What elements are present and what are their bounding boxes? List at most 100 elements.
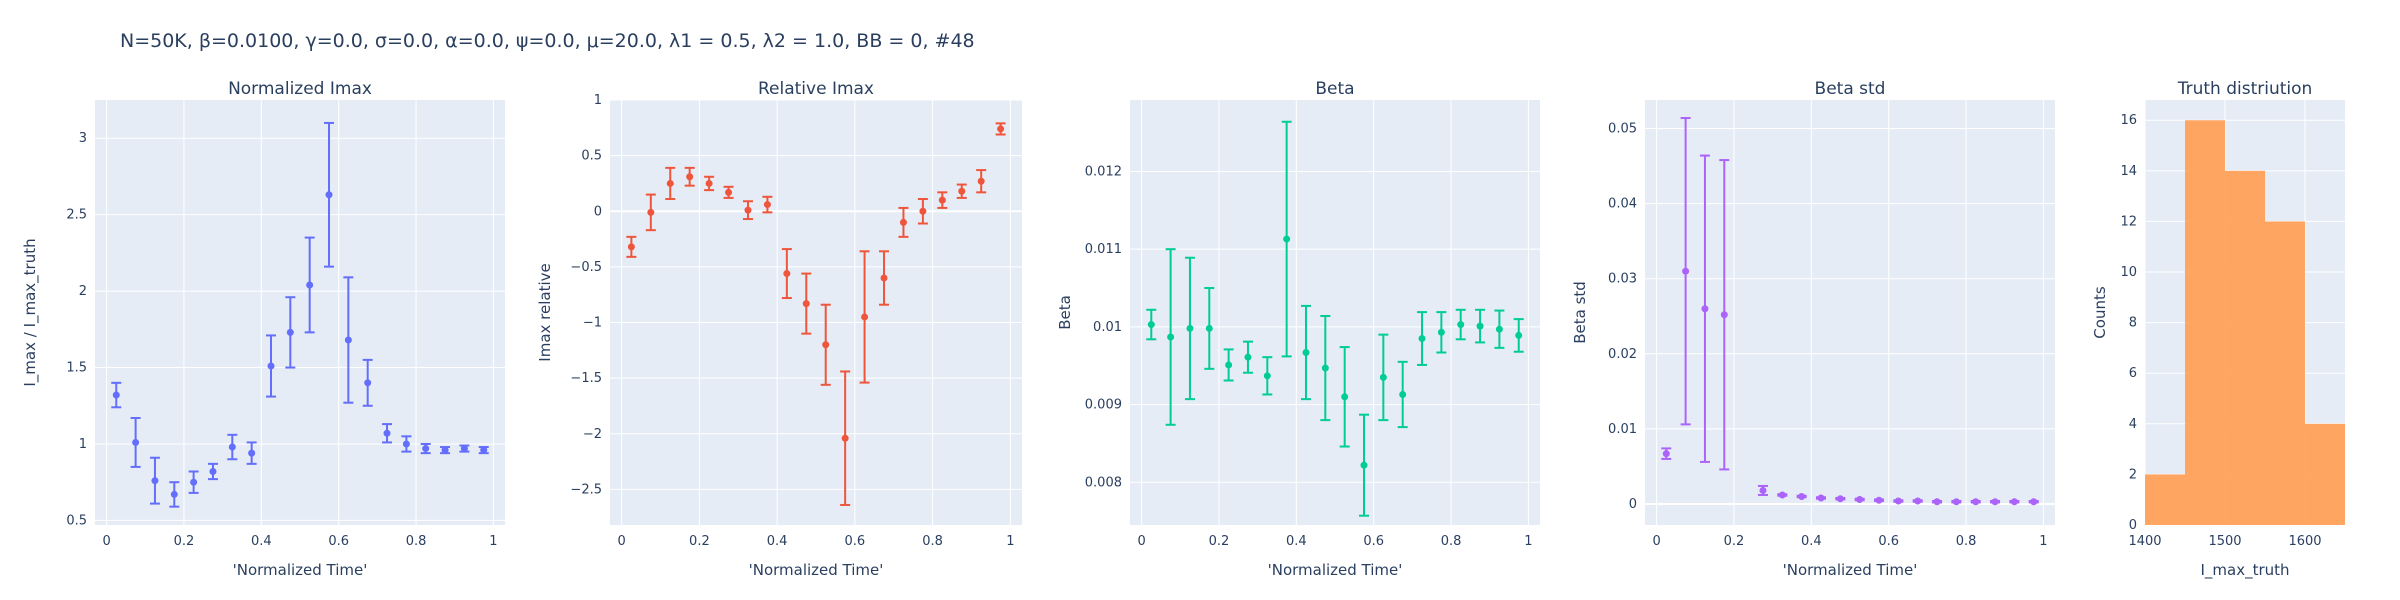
data-point (480, 446, 488, 454)
y-axis-label: Beta (1056, 295, 1074, 330)
data-point (763, 201, 771, 209)
data-point (1991, 498, 1999, 506)
y-axis-label: Counts (2091, 286, 2109, 339)
data-point (364, 379, 372, 387)
x-axis-label: 'Normalized Time' (233, 561, 368, 579)
y-tick-label: 0.05 (1608, 122, 1637, 137)
panel-title: Truth distriution (2177, 79, 2313, 99)
x-tick-label: 0.2 (1724, 534, 1745, 549)
y-tick-label: 1.5 (66, 361, 87, 376)
y-tick-label: 4 (2129, 417, 2137, 432)
x-tick-label: 0.4 (1286, 534, 1307, 549)
data-point (112, 391, 120, 399)
chart-panel-2: −2.5 −2 −1.5 −1 −0.5 0 0.5 1 0 0.2 0.4 0.6 0.8 1 Relat… (536, 79, 1022, 579)
y-tick-label: 0.009 (1085, 398, 1122, 413)
x-tick-label: 0 (618, 534, 626, 549)
y-tick-label: 0.04 (1608, 197, 1637, 212)
data-point (267, 362, 275, 370)
plot-area (95, 100, 505, 525)
y-axis-label: Beta std (1571, 281, 1589, 344)
data-point (802, 300, 810, 308)
data-point (2030, 498, 2038, 506)
x-tick-label: 1 (1006, 534, 1014, 549)
plot-area (1130, 100, 1540, 525)
data-point (383, 429, 391, 437)
data-point (132, 438, 140, 446)
x-tick-label: 1500 (2208, 534, 2241, 549)
x-tick-label: 0 (1652, 534, 1660, 549)
histogram-bar (2185, 120, 2225, 525)
data-point (441, 446, 449, 454)
data-point (647, 208, 655, 216)
data-point (1701, 305, 1709, 313)
data-point (460, 445, 468, 453)
y-axis-label: I_max / I_max_truth (21, 238, 40, 386)
data-point (1321, 364, 1329, 372)
x-axis-label: 'Normalized Time' (1783, 561, 1918, 579)
data-point (627, 243, 635, 251)
y-axis-label: Imax relative (536, 263, 554, 361)
data-point (919, 207, 927, 215)
y-tick-label: 0.012 (1085, 164, 1122, 179)
y-tick-label: 0 (1629, 497, 1637, 512)
data-point (286, 328, 294, 336)
figure-title: N=50K, β=0.0100, γ=0.0, σ=0.0, α=0.0, ψ=… (120, 30, 975, 52)
plot-area (1645, 100, 2055, 525)
data-point (841, 434, 849, 442)
x-tick-label: 0 (1137, 534, 1145, 549)
y-tick-label: −2 (583, 427, 602, 442)
x-tick-label: 0.4 (767, 534, 788, 549)
x-tick-label: 0.8 (922, 534, 943, 549)
data-point (1778, 491, 1786, 499)
y-tick-label: 0 (594, 204, 602, 219)
data-point (938, 196, 946, 204)
x-axis-label: I_max_truth (2200, 561, 2289, 580)
x-tick-label: 0.8 (1441, 534, 1462, 549)
data-point (1263, 372, 1271, 380)
y-tick-label: 1 (594, 93, 602, 108)
panel-title: Normalized Imax (228, 79, 372, 99)
data-point (1186, 324, 1194, 332)
data-point (1759, 486, 1767, 494)
panel-title: Beta std (1815, 79, 1886, 99)
data-point (2010, 498, 2018, 506)
x-tick-label: 0.4 (1801, 534, 1822, 549)
data-point (1244, 353, 1252, 361)
y-tick-label: 6 (2129, 366, 2137, 381)
data-point (705, 179, 713, 187)
data-point (1341, 393, 1349, 401)
data-point (725, 188, 733, 196)
data-point (1399, 390, 1407, 398)
x-tick-label: 1600 (2288, 534, 2321, 549)
data-point (744, 206, 752, 214)
data-point (325, 191, 333, 199)
histogram-bar (2305, 423, 2345, 525)
data-point (209, 467, 217, 475)
y-tick-label: 8 (2129, 316, 2137, 331)
data-point (861, 313, 869, 321)
y-tick-label: 2 (79, 284, 87, 299)
data-point (822, 341, 830, 349)
data-point (958, 187, 966, 195)
data-point (899, 218, 907, 226)
data-point (1972, 498, 1980, 506)
data-point (344, 336, 352, 344)
data-point (1283, 235, 1291, 243)
data-point (880, 274, 888, 282)
x-tick-label: 0 (102, 534, 110, 549)
y-tick-label: 2.5 (66, 208, 87, 223)
data-point (306, 281, 314, 289)
y-tick-label: 14 (2120, 164, 2137, 179)
data-point (1798, 492, 1806, 500)
data-point (1205, 324, 1213, 332)
y-tick-label: −0.5 (570, 260, 602, 275)
data-point (686, 173, 694, 181)
data-point (1457, 321, 1465, 329)
data-point (1418, 335, 1426, 343)
data-point (190, 478, 198, 486)
data-point (1817, 494, 1825, 502)
data-point (1856, 495, 1864, 503)
data-point (977, 177, 985, 185)
x-tick-label: 0.2 (689, 534, 710, 549)
data-point (1167, 333, 1175, 341)
